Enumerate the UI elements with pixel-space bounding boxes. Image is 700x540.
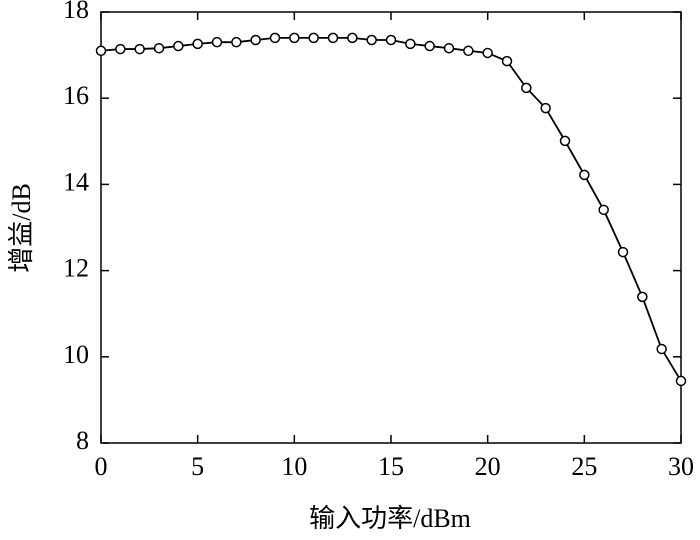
y-tick-label: 10 xyxy=(63,340,89,369)
marker xyxy=(250,34,261,46)
x-tick-label: 15 xyxy=(378,452,404,481)
marker xyxy=(308,32,319,44)
x-tick-label: 20 xyxy=(475,452,501,481)
marker xyxy=(579,169,590,181)
plot-frame xyxy=(100,11,682,444)
marker xyxy=(327,32,339,44)
marker xyxy=(559,135,571,147)
x-tick-label: 25 xyxy=(571,452,597,481)
marker xyxy=(211,36,223,48)
y-tick-label: 8 xyxy=(76,426,89,455)
marker xyxy=(482,47,493,59)
marker xyxy=(675,375,687,387)
marker xyxy=(424,40,435,52)
marker xyxy=(153,42,165,54)
marker xyxy=(637,291,648,303)
y-tick-label: 18 xyxy=(63,0,89,24)
y-tick-label: 12 xyxy=(63,254,89,283)
x-axis-label: 输入功率/dBm xyxy=(309,504,471,533)
marker xyxy=(598,204,609,216)
marker xyxy=(173,40,184,52)
marker xyxy=(617,246,629,258)
marker xyxy=(501,55,513,67)
marker xyxy=(463,45,474,57)
y-tick-label: 14 xyxy=(63,167,89,196)
marker xyxy=(134,43,145,55)
marker xyxy=(192,38,203,50)
x-tick-label: 0 xyxy=(95,452,108,481)
x-tick-label: 5 xyxy=(191,452,204,481)
x-tick-label: 30 xyxy=(668,452,694,481)
line xyxy=(100,36,682,382)
y-tick-label: 16 xyxy=(63,81,89,110)
marker xyxy=(289,32,300,44)
marker xyxy=(269,32,281,44)
marker xyxy=(115,43,126,55)
marker xyxy=(405,38,416,50)
marker xyxy=(540,102,551,114)
marker xyxy=(231,36,242,48)
marker xyxy=(347,32,358,44)
marker xyxy=(521,82,532,94)
marker xyxy=(385,34,397,46)
marker xyxy=(95,45,107,57)
marker xyxy=(366,34,377,46)
marker xyxy=(656,343,667,355)
marker xyxy=(443,42,455,54)
x-tick-label: 10 xyxy=(281,452,307,481)
y-axis-label: 增益/dB xyxy=(7,183,36,273)
